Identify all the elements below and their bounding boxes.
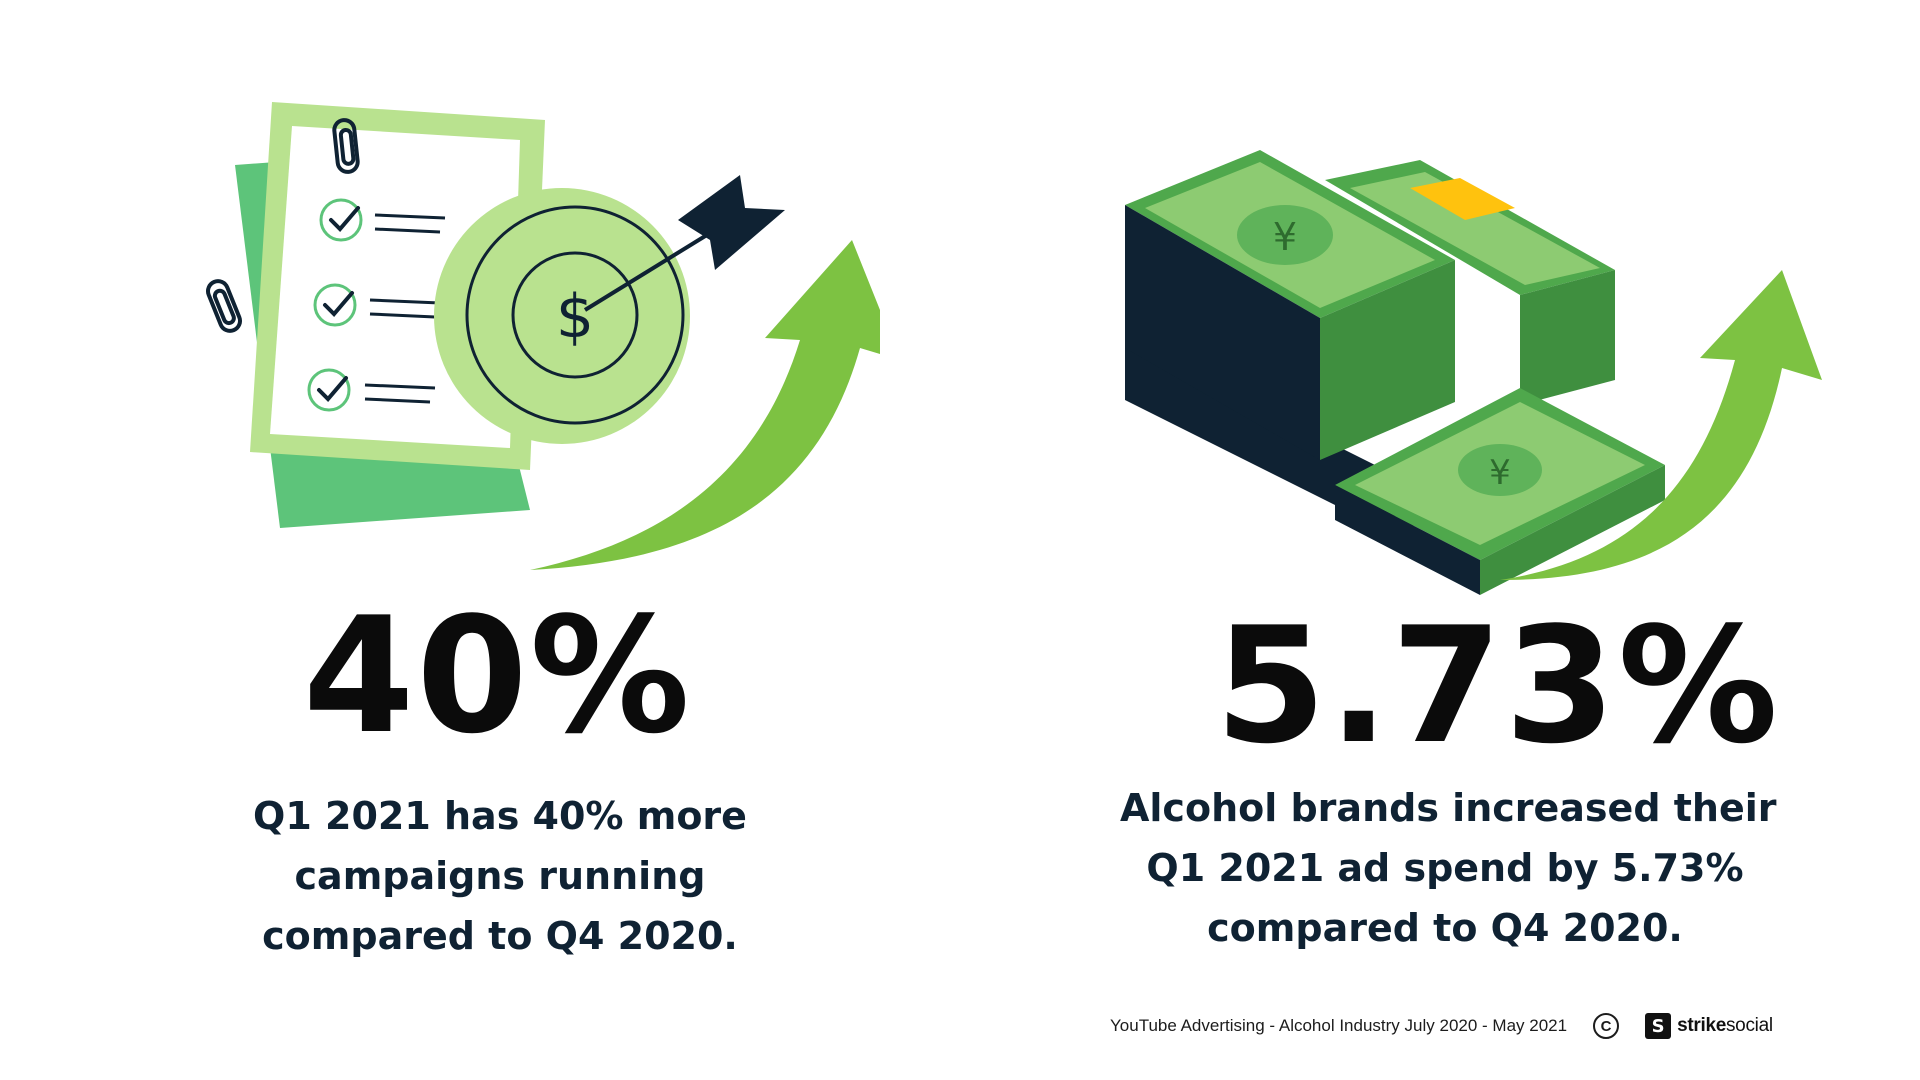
checklist-item <box>313 283 441 327</box>
brand-name-strong: strike <box>1677 1015 1726 1036</box>
description-line: compared to Q4 2020. <box>262 914 738 958</box>
trend-up-arrow-icon <box>530 240 880 570</box>
checklist-target-illustration: $ <box>206 102 880 570</box>
svg-text:¥: ¥ <box>1489 453 1511 493</box>
brand-name: strikesocial <box>1677 1015 1773 1037</box>
paperclip-icon <box>332 118 360 174</box>
stat-campaigns-description: Q1 2021 has 40% more campaigns running c… <box>230 786 770 966</box>
stat-ad-spend-description: Alcohol brands increased their Q1 2021 a… <box>1120 778 1777 958</box>
svg-text:¥: ¥ <box>1273 215 1297 259</box>
money-stack-front: ¥ <box>1335 388 1665 595</box>
money-stack-main: ¥ <box>1125 150 1455 460</box>
description-line: Q1 2021 has 40% more <box>253 794 747 838</box>
description-line: compared to Q4 2020. <box>1207 906 1683 950</box>
stat-campaigns-value: 40% <box>303 582 692 769</box>
money-stacks-illustration: ¥ ¥ <box>1125 150 1822 595</box>
trend-up-arrow-icon <box>1500 270 1822 580</box>
copyright-icon: C <box>1593 1013 1620 1039</box>
brand-mark-icon: S <box>1645 1013 1672 1039</box>
stat-ad-spend-value: 5.73% <box>1215 592 1781 779</box>
description-line: Alcohol brands increased their <box>1120 786 1777 830</box>
checklist-item <box>319 198 446 242</box>
svg-text:$: $ <box>556 282 594 352</box>
description-line: campaigns running <box>294 854 706 898</box>
target-icon: $ <box>434 188 690 444</box>
footer: YouTube Advertising - Alcohol Industry J… <box>1110 1008 1773 1044</box>
checklist-item <box>307 368 436 412</box>
dart-icon <box>583 175 785 312</box>
paperclip-icon <box>206 279 242 333</box>
source-note: YouTube Advertising - Alcohol Industry J… <box>1110 1016 1568 1035</box>
brand-logo: S strikesocial <box>1645 1013 1773 1039</box>
brand-name-light: social <box>1725 1015 1773 1036</box>
money-stack-back <box>1325 160 1615 405</box>
description-line: Q1 2021 ad spend by 5.73% <box>1146 846 1744 890</box>
